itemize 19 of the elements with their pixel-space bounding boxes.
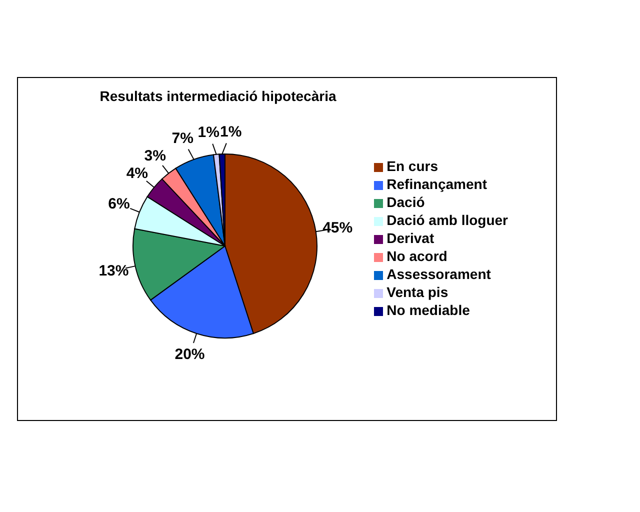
legend-label: Assessorament — [386, 266, 491, 282]
data-label: 1% — [198, 124, 220, 142]
legend-label: Dació amb lloguer — [386, 212, 508, 228]
legend-label: Dació — [386, 194, 425, 210]
legend-label: En curs — [386, 158, 438, 174]
data-label: 6% — [108, 196, 130, 213]
data-label: 45% — [322, 220, 353, 237]
chart-title: Resultats intermediació hipotecària — [98, 88, 338, 104]
data-label: 3% — [144, 147, 166, 164]
legend-label: Refinançament — [386, 176, 487, 192]
legend-label: No acord — [386, 248, 448, 264]
legend-label: Derivat — [386, 230, 434, 246]
data-label: 4% — [126, 164, 148, 182]
data-label: 20% — [174, 346, 205, 363]
legend-label: No mediable — [386, 302, 470, 318]
data-label: 1% — [220, 124, 242, 141]
legend-label: Venta pis — [386, 284, 448, 300]
data-label: 7% — [172, 130, 194, 148]
data-label: 13% — [98, 262, 129, 280]
